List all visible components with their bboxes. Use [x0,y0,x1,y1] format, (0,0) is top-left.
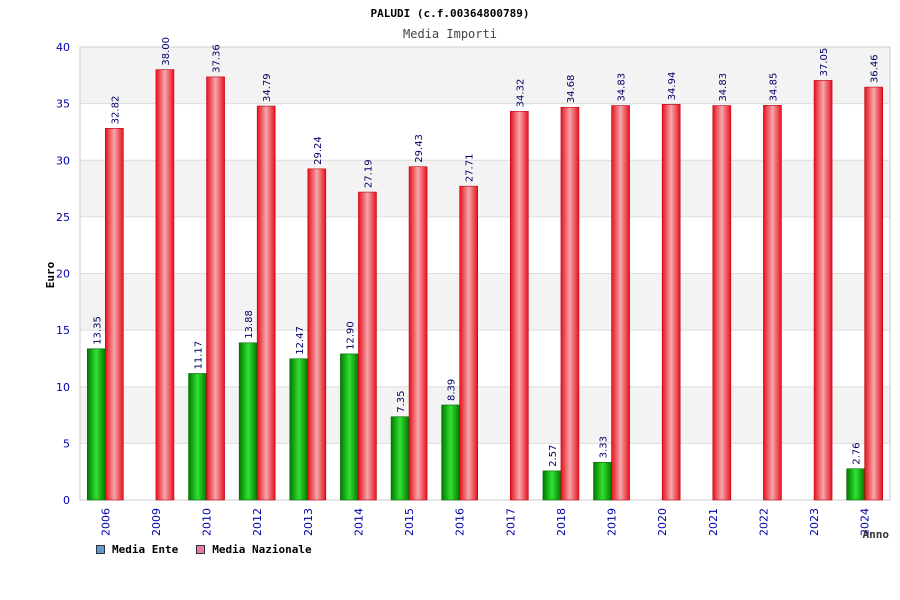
bar-media-nazionale-2013 [307,168,327,501]
x-tick-label: 2006 [99,508,112,536]
y-tick-label: 35 [56,98,70,111]
y-axis-label: Euro [44,261,57,288]
bar-media-ente-2010 [188,373,207,501]
x-tick-label: 2017 [504,508,517,536]
y-tick-label: 20 [56,268,70,281]
x-tick-label: 2014 [352,508,365,536]
bar-media-ente-2012 [238,342,258,501]
x-tick-label: 2010 [201,508,214,536]
y-tick-label: 5 [63,437,70,450]
bar-media-nazionale-2015 [408,166,428,501]
bar-media-ente-2013 [289,358,309,501]
bar-media-nazionale-2022 [763,105,782,501]
data-label: 34.83 [617,73,628,102]
bar-media-nazionale-2010 [206,76,225,501]
legend-item-media-nazionale: Media Nazionale [196,543,312,556]
data-label: 13.88 [244,310,255,339]
x-tick-label: 2020 [656,508,669,536]
data-label: 36.46 [870,54,881,83]
data-label: 38.00 [161,37,172,66]
data-label: 34.85 [768,73,779,102]
x-tick-label: 2012 [251,508,264,536]
bar-media-nazionale-2018 [560,106,580,501]
chart-title: PALUDI (c.f.00364800789) [371,7,530,20]
legend-item-media-ente: Media Ente [96,543,178,556]
bar-media-ente-2014 [340,353,359,501]
y-tick-label: 0 [63,494,70,507]
bar-media-nazionale-2016 [459,185,478,501]
y-tick-label: 15 [56,324,70,337]
data-label: 34.68 [566,75,577,104]
data-label: 12.90 [345,321,356,350]
data-label: 34.83 [718,73,729,102]
bar-media-nazionale-2023 [813,80,833,501]
bar-media-ente-2015 [390,416,410,501]
bar-media-ente-2018 [542,470,562,501]
data-label: 34.94 [667,72,678,101]
data-label: 2.76 [852,442,863,464]
y-tick-label: 25 [56,211,70,224]
data-label: 37.36 [212,44,223,73]
data-label: 34.32 [515,79,526,108]
bar-media-nazionale-2021 [712,105,732,501]
bar-media-nazionale-2009 [155,69,175,501]
legend-swatch-media-nazionale [196,545,206,554]
legend-label-media-nazionale: Media Nazionale [212,543,312,556]
bar-media-nazionale-2006 [105,128,124,501]
data-label: 12.47 [295,326,306,355]
bar-media-nazionale-2012 [256,105,276,501]
data-label: 27.19 [363,159,374,188]
bar-media-nazionale-2014 [358,191,377,501]
x-tick-label: 2018 [555,508,568,536]
data-label: 37.05 [819,48,830,77]
bar-media-ente-2016 [441,404,460,501]
data-label: 7.35 [396,390,407,412]
bar-media-ente-2024 [846,468,865,501]
plot-frame [79,46,891,501]
legend-swatch-media-ente [96,545,105,554]
y-tick-label: 10 [56,381,70,394]
x-tick-label: 2015 [403,508,416,536]
legend-label-media-ente: Media Ente [112,543,179,556]
bar-media-nazionale-2017 [510,111,529,501]
bar-media-nazionale-2019 [611,105,630,501]
y-tick-label: 30 [56,154,70,167]
bar-media-nazionale-2020 [661,104,681,501]
y-tick-label: 40 [56,41,70,54]
bar-media-ente-2006 [87,348,106,501]
x-tick-label: 2013 [302,508,315,536]
x-axis-label: Anno [863,528,890,541]
data-label: 2.57 [548,445,559,467]
x-tick-label: 2022 [757,508,770,536]
data-label: 13.35 [92,316,103,345]
data-label: 29.43 [414,134,425,163]
data-label: 3.33 [599,436,610,458]
legend: Media Ente Media Nazionale [96,543,330,556]
x-tick-label: 2023 [808,508,821,536]
data-label: 34.79 [262,73,273,102]
x-tick-label: 2009 [150,508,163,536]
x-tick-label: 2021 [707,508,720,536]
data-label: 27.71 [465,154,476,183]
x-tick-label: 2016 [454,508,467,536]
chart-subtitle: Media Importi [403,27,497,41]
x-tick-label: 2019 [606,508,619,536]
bar-media-nazionale-2024 [864,86,883,501]
bar-media-ente-2019 [593,461,612,501]
data-label: 29.24 [313,136,324,165]
x-tick-label: 2024 [859,508,872,536]
data-label: 11.17 [194,341,205,370]
data-label: 32.82 [110,96,121,125]
data-label: 8.39 [447,379,458,401]
plot-area: 0 5 10 15 20 25 30 35 40 13.35 32.82 2006 38.00 2009 1… [56,37,891,536]
